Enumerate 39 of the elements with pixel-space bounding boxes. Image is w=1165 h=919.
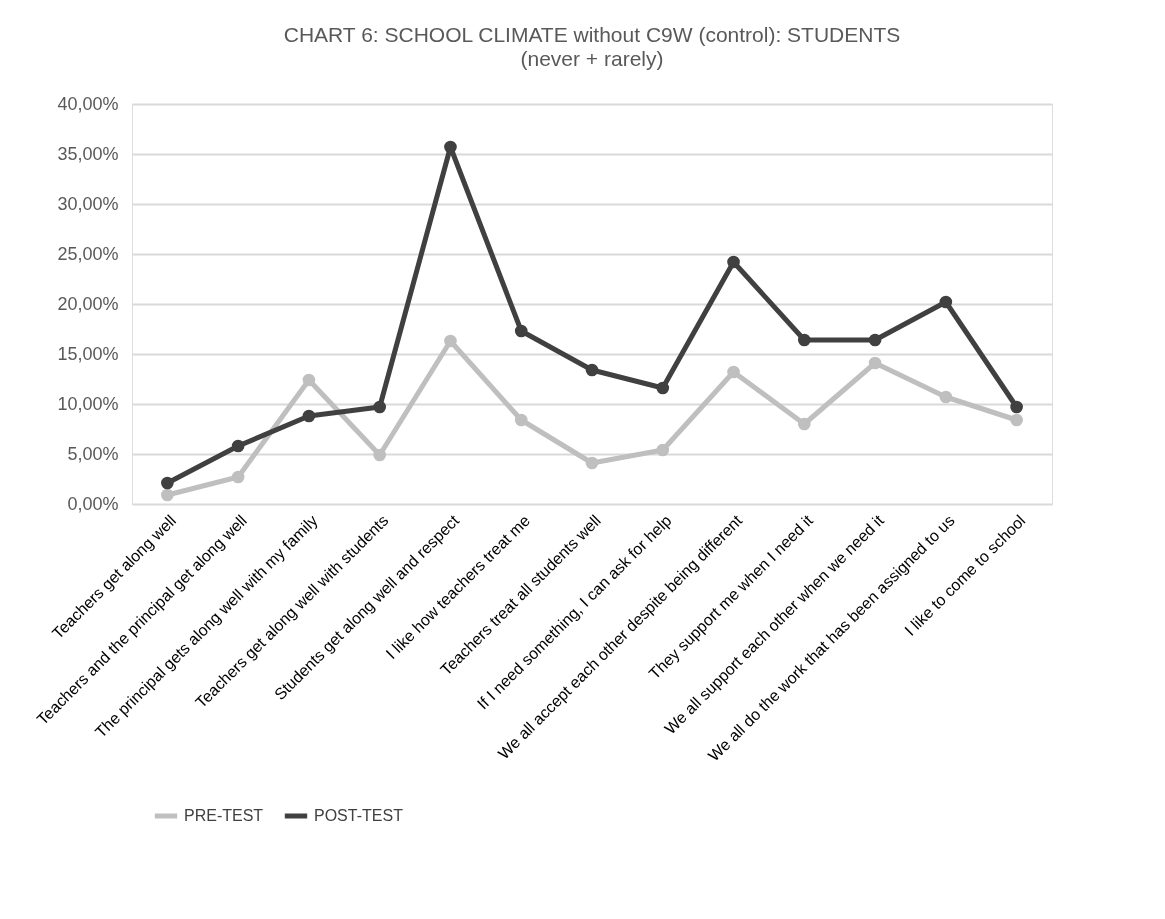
legend-label: PRE-TEST	[184, 807, 264, 824]
point	[231, 439, 245, 453]
point	[302, 373, 316, 387]
chart-subtitle: (never + rarely)	[520, 47, 664, 70]
legend-label: POST-TEST	[314, 807, 404, 824]
y-tick-label: 35,00%	[57, 143, 119, 164]
y-tick-label: 30,00%	[57, 193, 119, 214]
point	[302, 409, 316, 423]
point	[727, 365, 740, 379]
point	[797, 417, 811, 431]
point	[373, 400, 387, 414]
chart-title: CHART 6: SCHOOL CLIMATE without C9W (control): STUDENTS	[283, 23, 901, 46]
y-tick-label: 40,00%	[57, 93, 119, 114]
point	[656, 443, 670, 457]
point	[1010, 400, 1023, 414]
point	[514, 413, 528, 427]
y-tick-label: 10,00%	[57, 393, 119, 414]
point	[727, 255, 740, 269]
point	[514, 324, 528, 338]
y-tick-label: 0,00%	[67, 493, 119, 514]
point	[939, 295, 953, 309]
point	[939, 390, 953, 404]
point	[161, 488, 174, 502]
point	[444, 140, 457, 154]
point	[231, 470, 245, 484]
y-tick-label: 15,00%	[57, 343, 119, 364]
y-tick-label: 25,00%	[57, 243, 119, 264]
point	[868, 333, 882, 347]
point	[868, 356, 882, 370]
y-tick-label: 20,00%	[57, 293, 119, 314]
point	[656, 381, 670, 395]
point	[585, 363, 599, 377]
point	[444, 334, 457, 348]
y-tick-label: 5,00%	[67, 443, 119, 464]
point	[585, 456, 599, 470]
point	[161, 476, 174, 490]
point	[797, 333, 811, 347]
point	[1010, 413, 1023, 427]
point	[373, 448, 387, 462]
